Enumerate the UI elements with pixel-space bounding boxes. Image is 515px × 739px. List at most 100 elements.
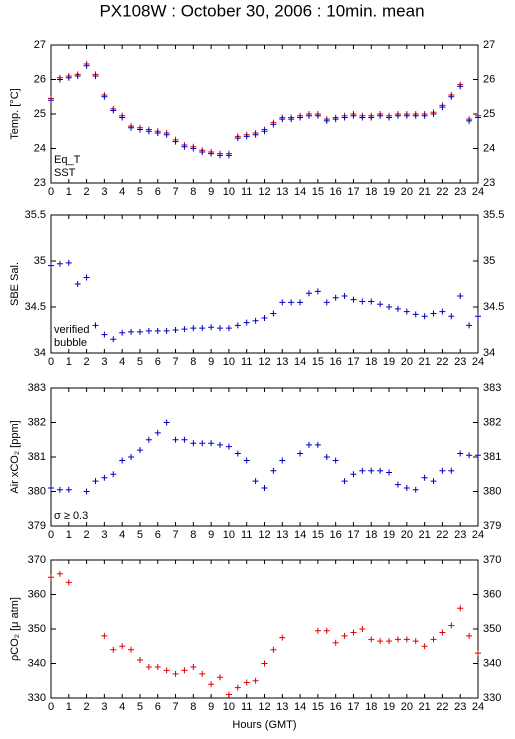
data-point [394,636,401,643]
data-point [101,93,108,100]
plot-frame [50,387,479,527]
data-point [101,331,108,338]
x-tick-label: 9 [208,356,214,368]
x-tick-label: 22 [436,356,448,368]
data-point [261,128,268,135]
x-tick-label: 8 [190,186,196,198]
data-point [332,639,339,646]
x-tick-label: 4 [119,529,125,541]
x-tick-label: 6 [155,529,161,541]
y-tick-label-right: 340 [483,657,501,669]
x-tick-label: 20 [401,529,413,541]
x-tick-label: 16 [330,356,342,368]
data-point [314,627,321,634]
data-point [74,281,81,287]
x-tick-label: 20 [401,356,413,368]
x-tick-label: 5 [137,186,143,198]
data-point [421,474,428,481]
data-point [412,638,419,645]
y-axis-label: Air xCO₂ [ppm] [9,420,21,493]
data-point [234,322,241,329]
y-tick-label: 23 [34,177,46,189]
x-tick-label: 7 [172,186,178,198]
x-tick-label: 18 [365,701,377,713]
data-point [92,322,99,329]
data-point [119,457,126,464]
data-point [48,262,54,269]
y-tick-label: 330 [28,692,46,704]
data-point [475,452,481,459]
data-point [199,670,206,677]
data-point [163,419,170,426]
y-axis-label: ρCO₂ [μ atm] [9,597,21,661]
data-point [439,308,446,315]
data-point [83,488,90,495]
data-point [323,454,330,460]
data-point [92,73,99,80]
data-point [350,112,357,119]
y-tick-label: 25 [34,108,46,120]
x-tick-label: 5 [137,701,143,713]
x-tick-label: 16 [330,701,342,713]
data-point [270,121,277,128]
data-point [448,622,455,629]
data-point [377,301,384,308]
data-point [154,429,161,436]
data-point [163,667,170,674]
data-point [305,112,312,119]
data-point [181,326,188,333]
data-point [448,467,455,474]
data-point [350,471,357,478]
y-tick-label-right: 381 [483,451,501,463]
data-point [145,436,152,443]
y-tick-label: 34.5 [25,301,46,313]
data-point [199,440,206,447]
data-point [225,325,232,332]
data-point [172,327,179,333]
data-point [128,454,135,460]
y-tick-label: 360 [28,588,46,600]
x-tick-label: 19 [383,529,395,541]
x-tick-label: 5 [137,356,143,368]
legend-label: verified [54,324,89,336]
data-point [56,486,63,493]
data-point [368,298,375,305]
y-tick-label-right: 35 [483,255,495,267]
data-point [377,467,384,474]
data-point [74,73,81,80]
data-point [190,145,197,152]
data-point [448,313,455,320]
x-tick-label: 8 [190,529,196,541]
data-point [279,634,286,641]
x-tick-label: 0 [48,529,54,541]
data-point [475,650,481,657]
x-tick-label: 18 [365,186,377,198]
x-tick-label: 7 [172,356,178,368]
data-point [101,632,108,639]
data-point [332,457,339,464]
data-point [172,138,179,145]
x-tick-label: 9 [208,701,214,713]
data-point [145,327,152,334]
data-point [466,632,473,639]
x-tick-label: 14 [294,356,306,368]
y-axis-label: Temp. [°C] [9,88,21,139]
y-tick-label-right: 34.5 [483,301,504,313]
x-tick-label: 19 [383,186,395,198]
y-tick-label-right: 383 [483,382,501,394]
data-point [457,292,464,299]
data-point [234,684,241,691]
data-point [110,471,117,478]
x-tick-label: 15 [312,529,324,541]
data-point [136,657,143,664]
x-tick-label: 15 [312,356,324,368]
data-point [252,677,259,684]
data-point [101,474,108,481]
data-point [225,152,232,159]
y-tick-label-right: 370 [483,554,501,566]
data-point [136,447,143,454]
data-point [225,443,232,450]
data-point [341,292,348,299]
data-point [217,325,224,332]
